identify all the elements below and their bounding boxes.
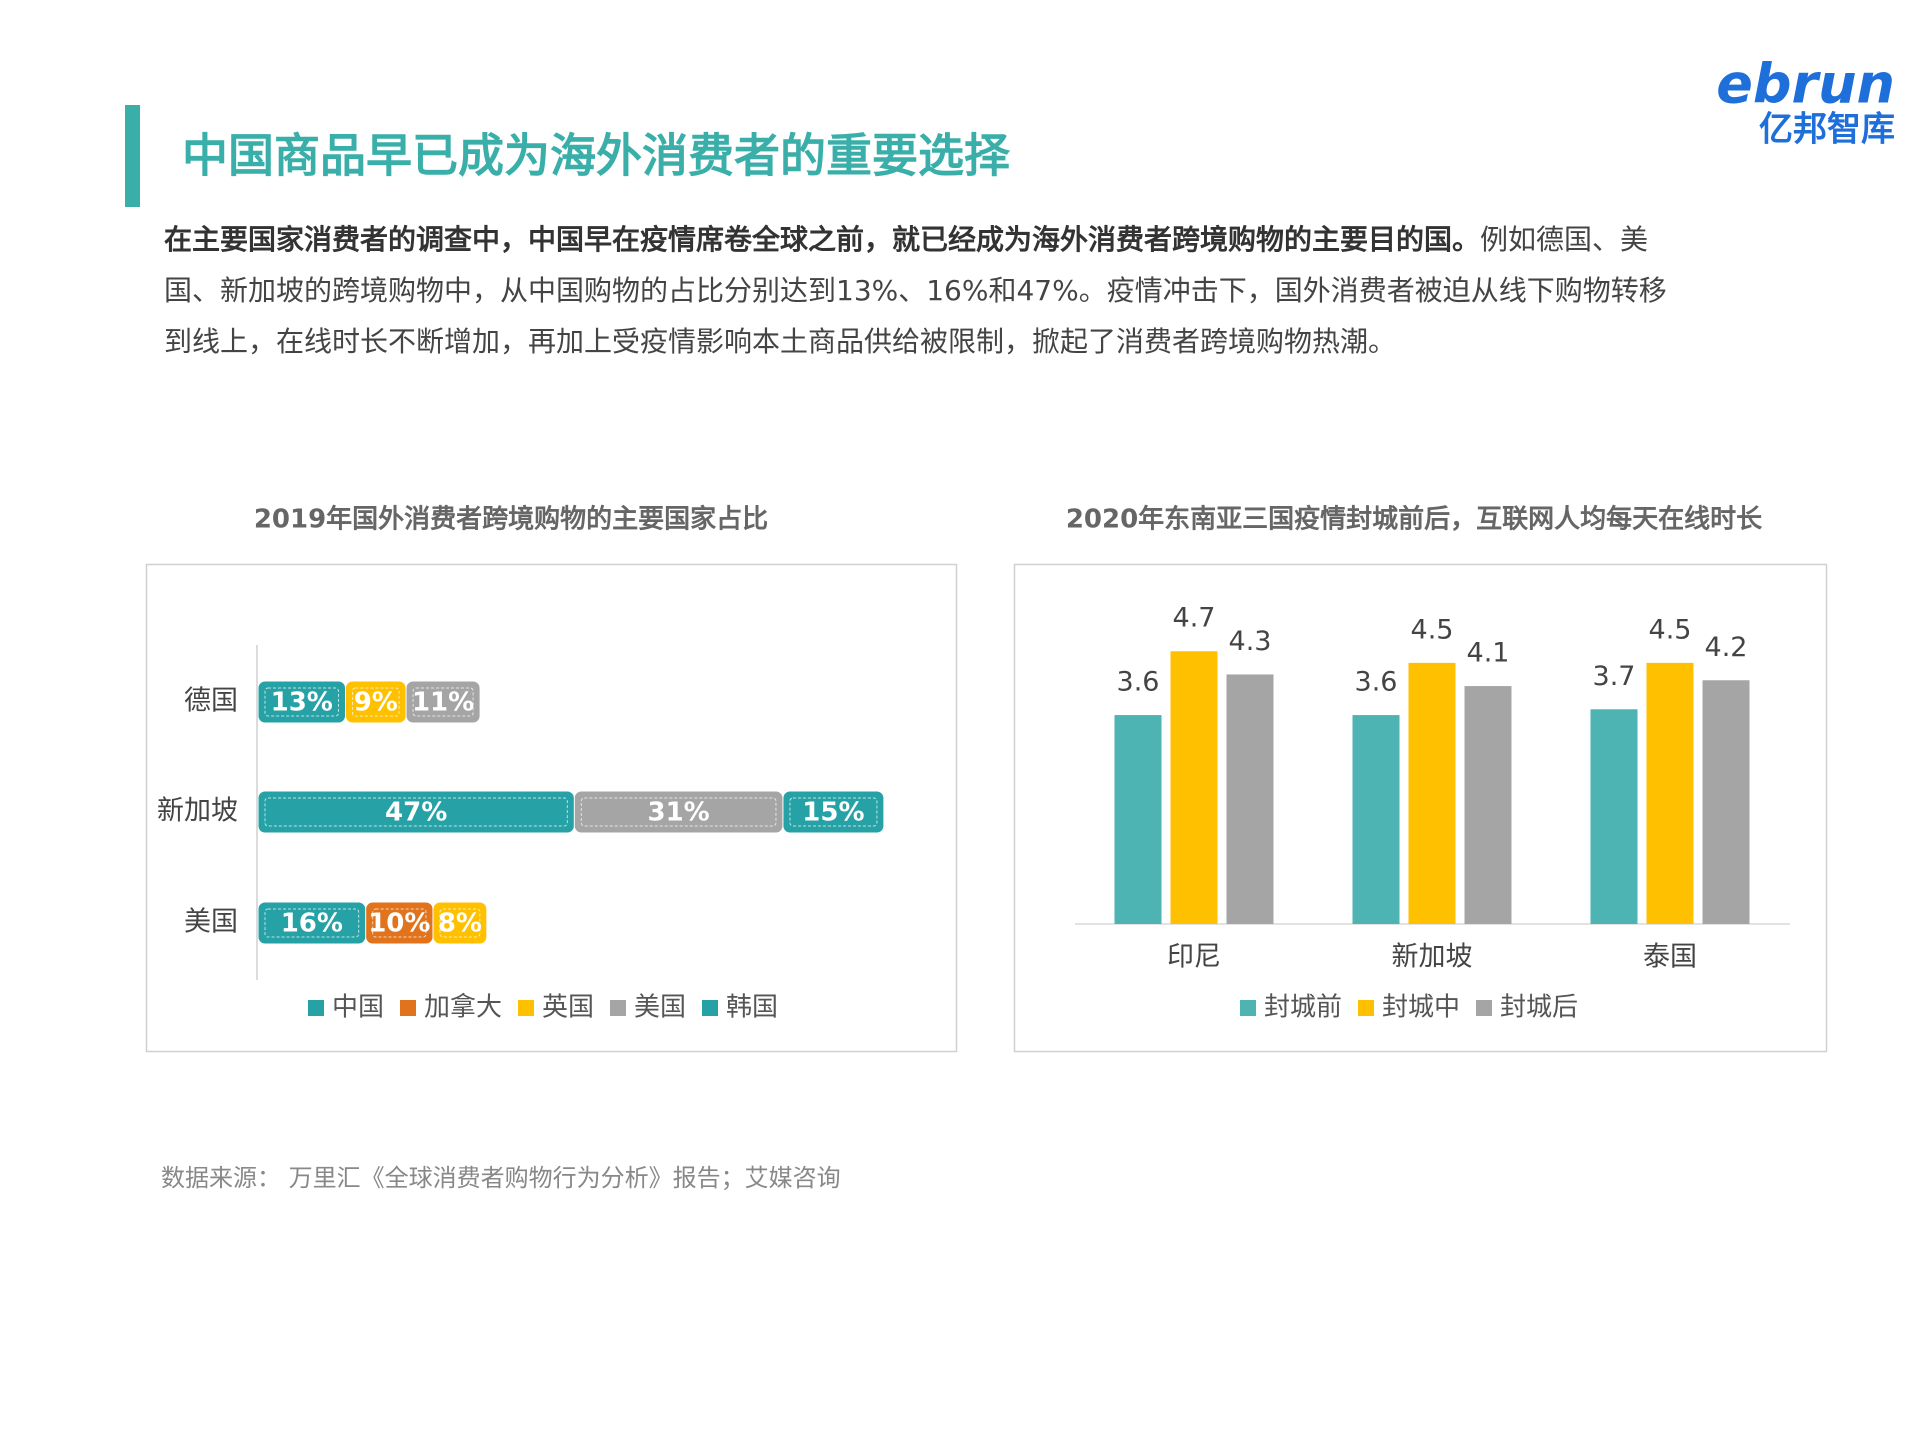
paragraph-text: 例如德国、美国、新加坡的跨境购物中，从中国购物的占比分别达到13%、16%和47…	[164, 223, 1667, 358]
y-tick-label: 德国	[184, 686, 238, 717]
legend-swatch	[308, 1000, 324, 1016]
bar	[258, 791, 574, 833]
bar	[345, 681, 406, 723]
bar	[1352, 715, 1400, 924]
legend-label: 韩国	[726, 993, 778, 1023]
bar	[1702, 680, 1750, 924]
source-note: 数据来源： 万里汇《全球消费者购物行为分析》报告；艾媒咨询	[161, 1164, 841, 1192]
data-label: 3.7	[1593, 661, 1636, 692]
legend-swatch	[518, 1000, 534, 1016]
paragraph: 在主要国家消费者的调查中，中国早在疫情席卷全球之前，就已经成为海外消费者跨境购物…	[164, 214, 1684, 367]
bar	[1226, 674, 1274, 924]
chart-frame	[1013, 563, 1828, 1053]
legend-swatch	[400, 1000, 416, 1016]
bar	[366, 902, 433, 944]
y-tick-label: 美国	[184, 907, 238, 938]
legend-label: 加拿大	[424, 993, 502, 1023]
bar	[574, 791, 783, 833]
bar	[258, 681, 345, 723]
bar-inner	[439, 908, 481, 938]
legend-label: 封城前	[1264, 993, 1342, 1023]
legend-label: 英国	[542, 993, 594, 1023]
bar	[406, 681, 480, 723]
data-label: 9%	[354, 688, 398, 718]
bar-inner	[351, 687, 400, 717]
data-label: 4.5	[1649, 614, 1692, 645]
x-tick-label: 新加坡	[1392, 942, 1473, 973]
chart-title: 2019年国外消费者跨境购物的主要国家占比	[254, 504, 768, 535]
bar-inner	[264, 687, 339, 717]
legend-swatch	[610, 1000, 626, 1016]
bar-inner	[264, 797, 568, 827]
data-label: 4.1	[1467, 638, 1510, 669]
legend-label: 封城后	[1500, 993, 1578, 1023]
bar-inner	[372, 908, 427, 938]
data-label: 47%	[385, 798, 447, 828]
legend-swatch	[1476, 1000, 1492, 1016]
data-label: 3.6	[1355, 667, 1398, 698]
bar-inner	[789, 797, 878, 827]
data-label: 11%	[412, 688, 474, 718]
data-label: 8%	[438, 909, 482, 939]
data-label: 4.5	[1411, 614, 1454, 645]
bar	[258, 902, 366, 944]
legend-label: 美国	[634, 993, 686, 1023]
bar	[1170, 651, 1218, 924]
legend-swatch	[702, 1000, 718, 1016]
chart-frame	[145, 563, 958, 1053]
bar	[1114, 715, 1162, 924]
bar	[1464, 686, 1512, 924]
x-tick-label: 泰国	[1643, 942, 1697, 973]
legend-label: 中国	[332, 993, 384, 1023]
data-label: 31%	[648, 798, 710, 828]
data-label: 4.3	[1229, 626, 1272, 657]
data-label: 16%	[281, 909, 343, 939]
data-label: 10%	[368, 909, 430, 939]
bar	[1590, 709, 1638, 924]
data-label: 15%	[802, 798, 864, 828]
paragraph-bold: 在主要国家消费者的调查中，中国早在疫情席卷全球之前，就已经成为海外消费者跨境购物…	[164, 223, 1481, 256]
data-label: 3.6	[1117, 667, 1160, 698]
legend-swatch	[1240, 1000, 1256, 1016]
logo-name: 亿邦智库	[1759, 110, 1895, 150]
bar	[783, 791, 884, 833]
bar-inner	[264, 908, 360, 938]
y-tick-label: 新加坡	[157, 796, 238, 827]
bar-inner	[412, 687, 474, 717]
chart-title: 2020年东南亚三国疫情封城前后，互联网人均每天在线时长	[1066, 504, 1763, 535]
data-label: 4.2	[1705, 632, 1748, 663]
bar	[1408, 662, 1456, 924]
data-label: 4.7	[1173, 603, 1216, 634]
title-accent	[125, 105, 140, 207]
legend-label: 封城中	[1382, 993, 1460, 1023]
bar	[1646, 662, 1694, 924]
x-tick-label: 印尼	[1167, 942, 1221, 973]
logo-brand: ebrun	[1716, 53, 1895, 116]
bar	[433, 902, 487, 944]
legend-swatch	[1358, 1000, 1374, 1016]
data-label: 13%	[271, 688, 333, 718]
page-title: 中国商品早已成为海外消费者的重要选择	[182, 129, 1011, 183]
